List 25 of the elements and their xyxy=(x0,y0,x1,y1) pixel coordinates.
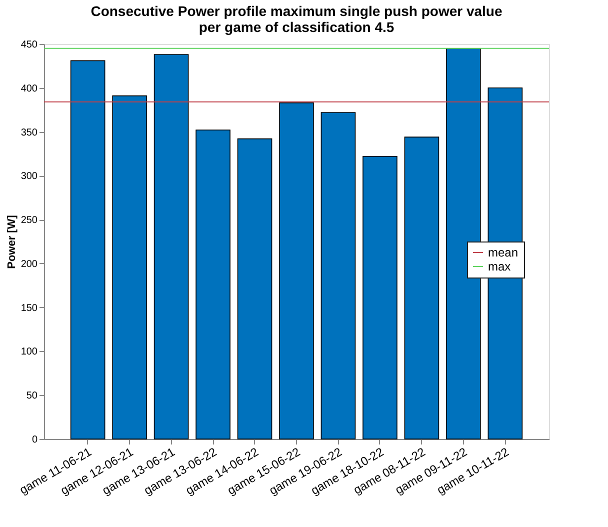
bar xyxy=(279,102,314,440)
y-tick-label: 300 xyxy=(20,171,38,182)
y-tick-label: 400 xyxy=(20,83,38,94)
bar xyxy=(320,112,356,440)
bar xyxy=(70,60,106,440)
bar xyxy=(112,95,147,440)
bar xyxy=(446,48,481,440)
text: Consecutive Power profile maximum single push power value xyxy=(90,3,502,19)
legend-label: max xyxy=(488,260,511,274)
y-tick-label: 0 xyxy=(32,434,38,446)
y-tick-label: 250 xyxy=(20,215,38,226)
y-tick-label: 100 xyxy=(20,346,38,358)
bar xyxy=(362,156,398,440)
legend-label: mean xyxy=(488,246,518,260)
y-tick-label: 200 xyxy=(20,258,38,270)
y-axis-title: Power [W] xyxy=(6,214,18,269)
y-tick-label: 450 xyxy=(20,40,38,50)
bar xyxy=(196,130,230,440)
y-tick-label: 350 xyxy=(20,127,38,138)
bar xyxy=(154,54,189,440)
bar xyxy=(237,138,272,440)
text: per game of classification 4.5 xyxy=(198,19,394,35)
y-tick-label: 150 xyxy=(20,302,38,314)
y-tick-label: 50 xyxy=(26,390,38,402)
bar xyxy=(404,136,440,440)
